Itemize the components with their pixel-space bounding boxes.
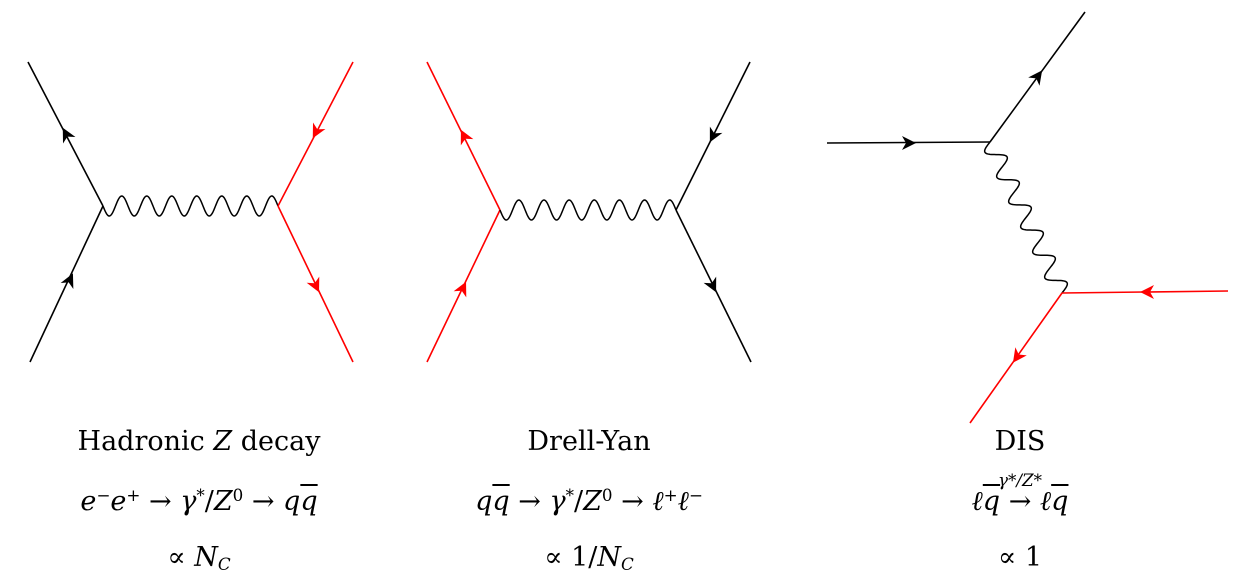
incoming-electron-line (29, 205, 104, 363)
arrow-icon (1028, 70, 1043, 86)
caption-dis-title: DIS (994, 426, 1046, 457)
diagram-dis (826, 11, 1229, 424)
arrow-icon (1012, 347, 1027, 363)
arrow-icon (312, 122, 326, 139)
arrow-icon (902, 136, 916, 150)
photon-z-propagator (102, 195, 279, 217)
caption-hadronic-z-title: Hadronic Z decay (77, 426, 321, 457)
arrow-icon (460, 129, 474, 146)
photon-z-propagator (983, 141, 1069, 294)
arrow-icon (453, 281, 467, 298)
caption-hadronic-z-scaling: ∝ NC (167, 542, 231, 575)
arrow-icon (703, 276, 717, 293)
arrow-icon (60, 273, 74, 289)
arrow-icon (62, 127, 76, 144)
diagram-drell-yan (426, 61, 752, 363)
caption-drell-yan-scaling: ∝ 1/NC (544, 542, 634, 575)
caption-dis-scaling: ∝ 1 (997, 542, 1043, 573)
arrow-icon (709, 126, 723, 143)
photon-z-propagator (499, 199, 677, 221)
caption-dis-process: ℓq γ*/Z* → ℓq (971, 470, 1069, 517)
arrow-icon (1140, 285, 1154, 299)
caption-drell-yan-process: qq → γ*/Z0 → ℓ+ℓ− (475, 484, 703, 517)
diagram-hadronic-z-decay (27, 61, 354, 363)
caption-drell-yan-title: Drell-Yan (527, 426, 651, 457)
arrow-icon (306, 276, 320, 293)
caption-hadronic-z-process: e−e+ → γ*/Z0 → qq (80, 484, 318, 517)
